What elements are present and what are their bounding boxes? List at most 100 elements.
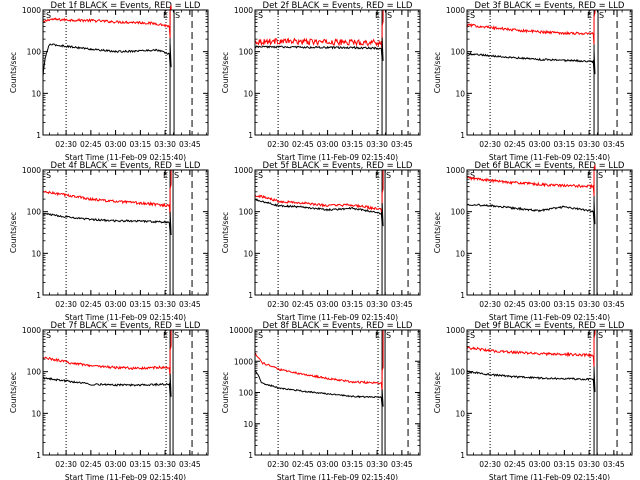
event-marker-s: S <box>470 11 475 20</box>
x-tick-label: 02:30 <box>55 300 77 309</box>
event-marker-s: S <box>386 171 391 180</box>
x-tick-label: 03:15 <box>342 140 364 149</box>
series-black-events <box>42 211 172 236</box>
x-tick-label: 03:15 <box>554 300 576 309</box>
y-tick-label: 1 <box>36 291 41 300</box>
event-marker-s: S <box>598 171 603 180</box>
series-red-lld <box>254 10 384 55</box>
y-tick-label: 10 <box>243 420 253 429</box>
y-tick-label: 1000 <box>446 326 465 335</box>
panel-det-7: Det 7f BLACK = Events, RED = LLD Start Ti… <box>9 321 209 480</box>
chart-title: Det 4f BLACK = Events, RED = LLD <box>51 161 201 171</box>
x-tick-label: 03:15 <box>342 300 364 309</box>
x-tick-label: 03:30 <box>578 460 600 469</box>
series-red-lld <box>42 5 172 39</box>
event-marker-s: S <box>174 171 179 180</box>
y-tick-label: 1 <box>248 291 253 300</box>
y-tick-label: 100 <box>451 48 466 57</box>
event-marker-s: S <box>599 11 604 20</box>
x-axis-label: Start Time (11-Feb-09 02:15:40) <box>277 313 398 322</box>
y-axis-label: Counts/sec <box>9 52 18 93</box>
series-red-lld <box>466 330 596 367</box>
chart-title: Det 5f BLACK = Events, RED = LLD <box>263 161 413 171</box>
event-marker-e: E <box>587 11 592 20</box>
x-tick-label: 03:30 <box>366 140 388 149</box>
y-tick-label: 1 <box>36 131 41 140</box>
chart-title: Det 2f BLACK = Events, RED = LLD <box>263 1 413 11</box>
x-tick-label: 03:00 <box>105 300 127 309</box>
x-axis-label: Start Time (11-Feb-09 02:15:40) <box>65 153 186 162</box>
y-tick-label: 100 <box>27 208 42 217</box>
event-marker-s: S <box>258 171 263 180</box>
x-axis-label: Start Time (11-Feb-09 02:15:40) <box>277 153 398 162</box>
y-minor-ticks <box>467 171 632 283</box>
event-marker-e: E <box>163 171 168 180</box>
event-marker-e: E <box>587 331 592 340</box>
panel-det-9: Det 9f BLACK = Events, RED = LLD Start Ti… <box>433 321 633 480</box>
y-tick-label: 10 <box>243 249 253 258</box>
y-tick-label: 100 <box>239 208 254 217</box>
panel-det-8: Det 8f BLACK = Events, RED = LLD Start Ti… <box>221 321 421 480</box>
series-black-events <box>42 373 172 397</box>
x-tick-label: 02:30 <box>479 460 501 469</box>
y-tick-label: 1000 <box>22 326 41 335</box>
x-tick-label: 03:00 <box>529 460 551 469</box>
event-marker-e: E <box>163 11 168 20</box>
series-black-events <box>466 200 596 225</box>
event-marker-e: E <box>163 331 168 340</box>
y-tick-label: 10000 <box>229 326 253 335</box>
x-tick-label: 02:30 <box>267 140 289 149</box>
series-red-lld <box>466 10 596 45</box>
y-minor-ticks <box>467 11 632 123</box>
x-tick-label: 03:45 <box>179 140 201 149</box>
y-tick-label: 10 <box>31 409 41 418</box>
event-marker-s: S <box>258 331 263 340</box>
x-tick-label: 03:45 <box>603 140 625 149</box>
x-tick-label: 02:45 <box>80 460 102 469</box>
y-tick-label: 10 <box>455 409 465 418</box>
y-tick-label: 1000 <box>22 166 41 175</box>
x-tick-label: 03:00 <box>529 140 551 149</box>
x-tick-label: 03:15 <box>342 460 364 469</box>
y-minor-ticks <box>43 171 208 283</box>
chart-title: Det 1f BLACK = Events, RED = LLD <box>51 1 201 11</box>
x-tick-label: 03:45 <box>391 300 413 309</box>
y-tick-label: 1000 <box>234 166 253 175</box>
event-marker-s: S <box>387 11 392 20</box>
event-marker-s: S <box>470 331 475 340</box>
x-axis-label: Start Time (11-Feb-09 02:15:40) <box>65 473 186 480</box>
event-marker-s: S <box>46 171 51 180</box>
x-tick-label: 02:45 <box>504 460 526 469</box>
y-tick-label: 10 <box>455 249 465 258</box>
y-tick-label: 1 <box>460 291 465 300</box>
x-tick-label: 02:30 <box>267 300 289 309</box>
x-tick-label: 03:15 <box>130 300 152 309</box>
x-tick-label: 02:45 <box>504 300 526 309</box>
plot-frame <box>254 329 421 456</box>
y-tick-label: 1000 <box>234 6 253 15</box>
series-black-events <box>466 368 596 393</box>
event-marker-e: E <box>375 331 380 340</box>
x-tick-label: 03:00 <box>317 300 339 309</box>
series-red-lld <box>467 164 596 197</box>
plot-frame <box>42 169 209 296</box>
y-tick-label: 1 <box>248 451 253 460</box>
x-tick-label: 02:30 <box>479 140 501 149</box>
panel-det-2: Det 2f BLACK = Events, RED = LLD Start Ti… <box>221 1 421 162</box>
plot-frame <box>466 169 633 296</box>
y-tick-label: 100 <box>239 389 254 398</box>
series-red-lld <box>42 330 172 377</box>
y-axis-label: Counts/sec <box>9 212 18 253</box>
event-marker-s: S <box>386 331 391 340</box>
plot-frame <box>254 169 421 296</box>
event-marker-s: S <box>470 171 475 180</box>
x-tick-label: 03:45 <box>603 460 625 469</box>
x-tick-label: 02:30 <box>55 460 77 469</box>
y-tick-label: 1 <box>460 131 465 140</box>
y-axis-label: Counts/sec <box>9 372 18 413</box>
series-red-lld <box>254 330 384 393</box>
x-tick-label: 02:45 <box>292 140 314 149</box>
event-marker-e: E <box>375 11 380 20</box>
panel-det-4: Det 4f BLACK = Events, RED = LLD Start Ti… <box>9 161 209 322</box>
